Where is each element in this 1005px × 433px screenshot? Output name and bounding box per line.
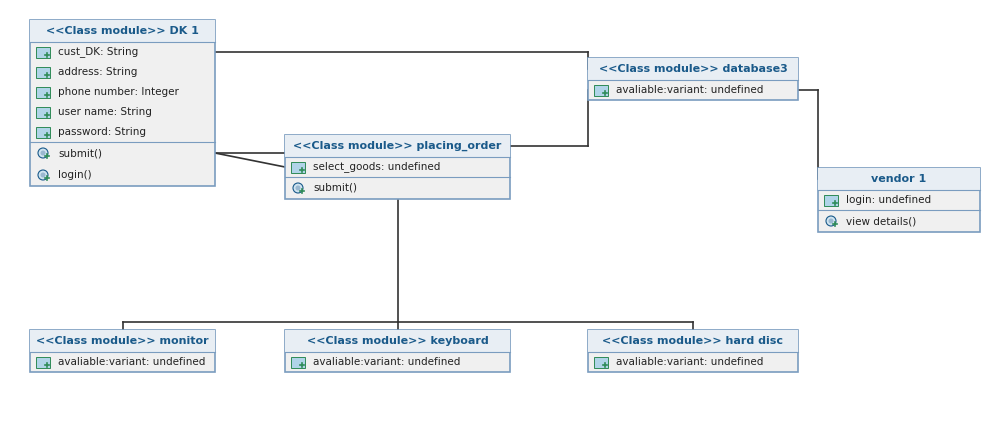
Text: <<Class module>> database3: <<Class module>> database3 bbox=[599, 64, 787, 74]
FancyBboxPatch shape bbox=[36, 126, 50, 138]
FancyBboxPatch shape bbox=[285, 330, 510, 352]
Text: vendor 1: vendor 1 bbox=[871, 174, 927, 184]
FancyBboxPatch shape bbox=[36, 356, 50, 368]
Text: submit(): submit() bbox=[58, 148, 102, 158]
Circle shape bbox=[38, 148, 48, 158]
Text: avaliable:variant: undefined: avaliable:variant: undefined bbox=[58, 357, 205, 367]
Text: <<Class module>> placing_order: <<Class module>> placing_order bbox=[293, 141, 501, 151]
Circle shape bbox=[40, 151, 45, 155]
Text: <<Class module>> hard disc: <<Class module>> hard disc bbox=[603, 336, 784, 346]
FancyBboxPatch shape bbox=[285, 135, 510, 199]
FancyBboxPatch shape bbox=[30, 20, 215, 42]
Circle shape bbox=[295, 185, 300, 191]
Text: <<Class module>> monitor: <<Class module>> monitor bbox=[36, 336, 209, 346]
FancyBboxPatch shape bbox=[36, 87, 50, 97]
FancyBboxPatch shape bbox=[30, 20, 215, 186]
Text: select_goods: undefined: select_goods: undefined bbox=[313, 162, 440, 172]
Text: password: String: password: String bbox=[58, 127, 146, 137]
FancyBboxPatch shape bbox=[30, 330, 215, 352]
Text: avaliable:variant: undefined: avaliable:variant: undefined bbox=[616, 357, 764, 367]
FancyBboxPatch shape bbox=[588, 58, 798, 100]
Circle shape bbox=[38, 170, 48, 180]
FancyBboxPatch shape bbox=[588, 58, 798, 80]
Text: avaliable:variant: undefined: avaliable:variant: undefined bbox=[313, 357, 460, 367]
FancyBboxPatch shape bbox=[285, 135, 510, 157]
FancyBboxPatch shape bbox=[818, 168, 980, 190]
FancyBboxPatch shape bbox=[291, 356, 305, 368]
Text: user name: String: user name: String bbox=[58, 107, 152, 117]
FancyBboxPatch shape bbox=[824, 194, 838, 206]
Text: login(): login() bbox=[58, 170, 91, 180]
Text: submit(): submit() bbox=[313, 183, 357, 193]
Circle shape bbox=[293, 183, 303, 193]
Text: <<Class module>> keyboard: <<Class module>> keyboard bbox=[307, 336, 488, 346]
Circle shape bbox=[40, 172, 45, 178]
FancyBboxPatch shape bbox=[588, 330, 798, 352]
Text: address: String: address: String bbox=[58, 67, 138, 77]
FancyBboxPatch shape bbox=[36, 67, 50, 78]
Text: cust_DK: String: cust_DK: String bbox=[58, 46, 139, 58]
FancyBboxPatch shape bbox=[36, 107, 50, 117]
FancyBboxPatch shape bbox=[30, 330, 215, 372]
Circle shape bbox=[826, 216, 836, 226]
Text: login: undefined: login: undefined bbox=[846, 195, 931, 205]
FancyBboxPatch shape bbox=[594, 84, 608, 96]
Text: phone number: Integer: phone number: Integer bbox=[58, 87, 179, 97]
Text: avaliable:variant: undefined: avaliable:variant: undefined bbox=[616, 85, 764, 95]
FancyBboxPatch shape bbox=[818, 168, 980, 232]
Text: view details(): view details() bbox=[846, 216, 917, 226]
FancyBboxPatch shape bbox=[588, 330, 798, 372]
Text: <<Class module>> DK 1: <<Class module>> DK 1 bbox=[46, 26, 199, 36]
FancyBboxPatch shape bbox=[285, 330, 510, 372]
Circle shape bbox=[828, 219, 833, 223]
FancyBboxPatch shape bbox=[291, 162, 305, 172]
FancyBboxPatch shape bbox=[594, 356, 608, 368]
FancyBboxPatch shape bbox=[36, 46, 50, 58]
